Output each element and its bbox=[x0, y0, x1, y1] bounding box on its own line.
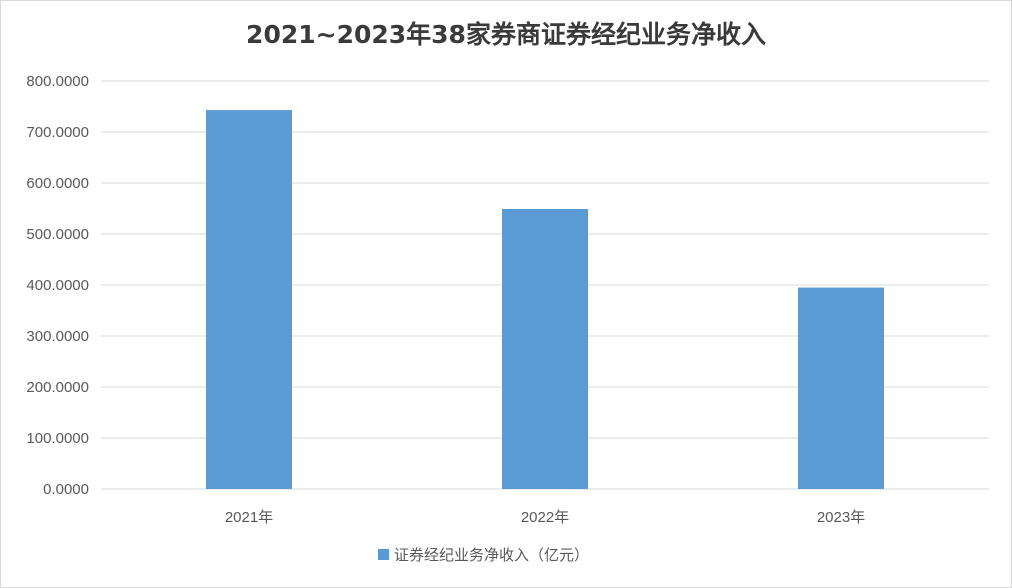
x-tick-label: 2021年 bbox=[225, 509, 273, 526]
legend: 证券经纪业务净收入（亿元） bbox=[378, 546, 589, 564]
bars bbox=[206, 110, 884, 489]
x-axis-ticks: 2021年 2022年 2023年 bbox=[225, 509, 865, 526]
bar bbox=[502, 209, 588, 489]
chart-title: 2021~2023年38家券商证券经纪业务净收入 bbox=[246, 20, 766, 49]
y-tick-label: 700.0000 bbox=[26, 124, 89, 141]
y-tick-label: 500.0000 bbox=[26, 226, 89, 243]
y-tick-label: 200.0000 bbox=[26, 379, 89, 396]
y-tick-label: 100.0000 bbox=[26, 430, 89, 447]
y-tick-label: 400.0000 bbox=[26, 277, 89, 294]
y-tick-label: 300.0000 bbox=[26, 328, 89, 345]
y-axis-ticks: 0.0000 100.0000 200.0000 300.0000 400.0000 50… bbox=[26, 73, 89, 498]
legend-label: 证券经纪业务净收入（亿元） bbox=[394, 546, 589, 564]
y-tick-label: 800.0000 bbox=[26, 73, 89, 90]
bar bbox=[206, 110, 292, 489]
x-tick-label: 2022年 bbox=[521, 509, 569, 526]
y-tick-label: 600.0000 bbox=[26, 175, 89, 192]
legend-swatch bbox=[378, 549, 389, 560]
y-tick-label: 0.0000 bbox=[43, 481, 89, 498]
bar bbox=[798, 287, 884, 489]
x-tick-label: 2023年 bbox=[817, 509, 865, 526]
